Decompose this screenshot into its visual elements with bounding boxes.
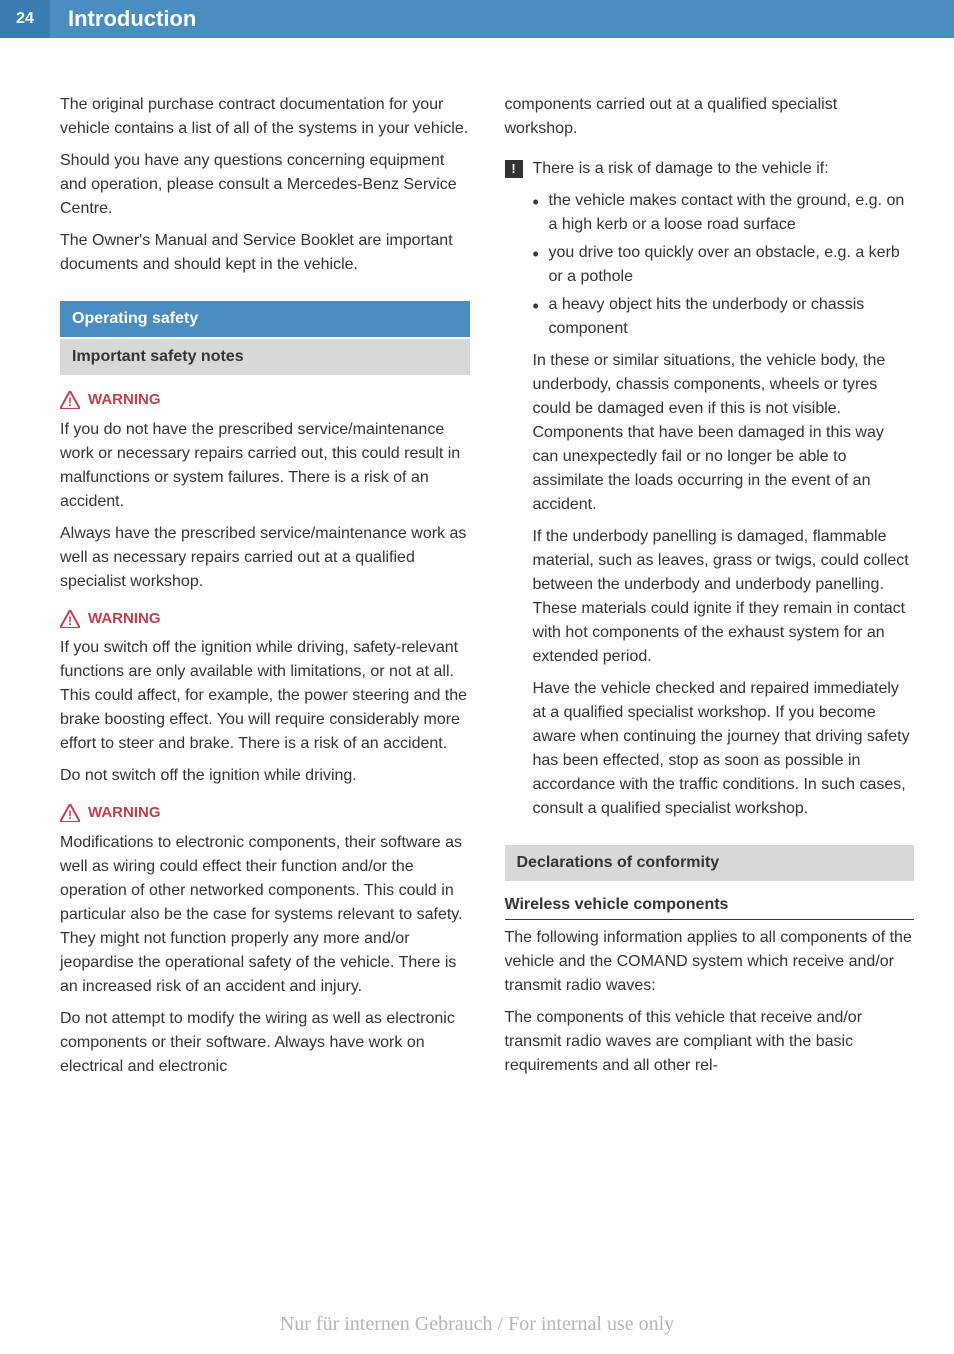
svg-text:!: ! [68,808,72,822]
page-title: Introduction [50,6,196,32]
warning-paragraph: Do not attempt to modify the wiring as w… [60,1007,470,1079]
left-column: The original purchase contract documenta… [60,93,470,1087]
continuation-paragraph: components carried out at a qualified sp… [505,93,915,141]
warning-text: WARNING [88,608,161,631]
warning-text: WARNING [88,389,161,412]
list-item: the vehicle makes contact with the groun… [533,189,915,237]
notice-bullet-list: the vehicle makes contact with the groun… [505,189,915,341]
notice-icon: ! [505,160,523,178]
intro-paragraph: Should you have any questions concerning… [60,149,470,221]
content-area: The original purchase contract documenta… [0,38,954,1127]
warning-triangle-icon: ! [60,391,80,409]
list-item: a heavy object hits the underbody or cha… [533,293,915,341]
intro-paragraph: The Owner's Manual and Service Booklet a… [60,229,470,277]
body-paragraph: The components of this vehicle that rece… [505,1006,915,1078]
notice-paragraph: Have the vehicle checked and repaired im… [505,677,915,821]
list-item: you drive too quickly over an obstacle, … [533,241,915,289]
svg-text:!: ! [68,395,72,409]
page-header: 24 Introduction [0,0,954,38]
notice-paragraph: If the underbody panelling is damaged, f… [505,525,915,669]
warning-triangle-icon: ! [60,610,80,628]
notice-block: ! There is a risk of damage to the vehic… [505,157,915,181]
sub-heading-wireless: Wireless vehicle components [505,893,915,920]
page-number: 24 [0,0,50,38]
notice-paragraph: In these or similar situations, the vehi… [505,349,915,517]
svg-text:!: ! [68,614,72,628]
warning-paragraph: Modifications to electronic components, … [60,831,470,999]
subsection-heading-declarations: Declarations of conformity [505,845,915,881]
subsection-heading-safety-notes: Important safety notes [60,339,470,375]
section-heading-operating-safety: Operating safety [60,301,470,337]
warning-label: ! WARNING [60,802,470,825]
intro-paragraph: The original purchase contract documenta… [60,93,470,141]
right-column: components carried out at a qualified sp… [505,93,915,1087]
warning-paragraph: Always have the prescribed service/maint… [60,522,470,594]
body-paragraph: The following information applies to all… [505,926,915,998]
watermark-text: Nur für internen Gebrauch / For internal… [0,1313,954,1336]
warning-label: ! WARNING [60,608,470,631]
warning-paragraph: Do not switch off the ignition while dri… [60,764,470,788]
warning-paragraph: If you switch off the ignition while dri… [60,636,470,756]
warning-text: WARNING [88,802,161,825]
warning-paragraph: If you do not have the prescribed servic… [60,418,470,514]
notice-intro: There is a risk of damage to the vehicle… [533,157,915,181]
warning-label: ! WARNING [60,389,470,412]
warning-triangle-icon: ! [60,804,80,822]
